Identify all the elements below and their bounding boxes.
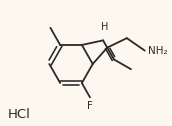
Text: F: F (87, 101, 93, 111)
Text: HCl: HCl (8, 107, 31, 120)
Text: H: H (101, 22, 108, 32)
Text: NH₂: NH₂ (148, 46, 167, 56)
